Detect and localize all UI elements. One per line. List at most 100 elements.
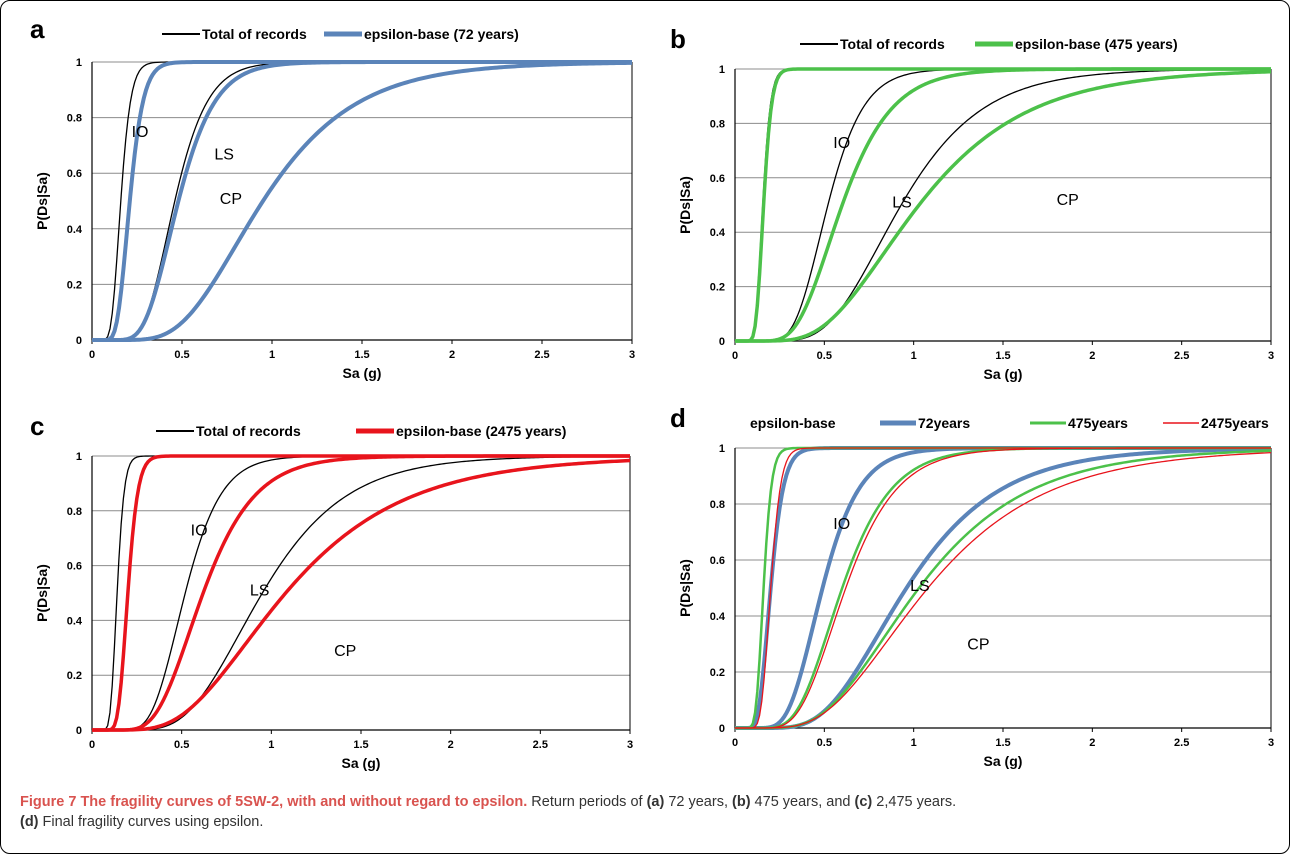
caption-text-5: Final fragility curves using epsilon.	[38, 814, 264, 830]
x-tick-label: 0.5	[174, 349, 189, 361]
fragility-curve	[92, 455, 630, 731]
legend-label: epsilon-base (72 years)	[364, 26, 519, 42]
y-tick-label: 0.6	[710, 555, 725, 567]
fragility-curve	[92, 60, 632, 342]
fragility-curve	[735, 68, 1271, 342]
x-tick-label: 3	[629, 349, 635, 361]
state-annotation: CP	[220, 191, 242, 208]
x-tick-label: 3	[1268, 737, 1274, 749]
fragility-curve	[92, 455, 631, 731]
y-tick-label: 1	[719, 64, 725, 76]
fragility-curve	[92, 60, 633, 342]
y-tick-label: 0.6	[67, 168, 82, 180]
x-tick-label: 1	[911, 737, 917, 749]
y-tick-label: 0.4	[67, 224, 83, 236]
y-tick-label: 0.8	[710, 499, 725, 511]
x-tick-label: 1.5	[995, 737, 1010, 749]
x-tick-label: 2	[448, 739, 454, 751]
state-annotation: IO	[833, 135, 850, 152]
y-tick-label: 0	[719, 336, 725, 348]
x-tick-label: 2.5	[534, 349, 549, 361]
x-tick-label: 0.5	[174, 739, 189, 751]
state-annotation: IO	[833, 516, 850, 533]
caption-ref-a: (a)	[646, 794, 665, 810]
legend-label: Total of records	[840, 36, 945, 52]
x-tick-label: 0.5	[817, 350, 832, 362]
x-tick-label: 1	[269, 349, 275, 361]
x-axis-title: Sa (g)	[343, 365, 382, 381]
y-tick-label: 0	[76, 725, 82, 737]
x-tick-label: 3	[1268, 350, 1274, 362]
x-tick-label: 0	[89, 739, 95, 751]
y-tick-label: 0.2	[67, 670, 82, 682]
legend-title: epsilon-base	[750, 415, 836, 431]
state-annotation: LS	[910, 578, 930, 595]
caption-text-2: 72 years,	[664, 794, 733, 810]
legend-label: 475years	[1068, 415, 1128, 431]
fragility-curve	[92, 454, 630, 732]
caption-label: Figure 7	[20, 794, 77, 810]
legend-label: Total of records	[196, 423, 301, 439]
y-axis-title: P(Ds|Sa)	[677, 176, 693, 234]
fragility-curve	[92, 458, 631, 732]
figure-caption: Figure 7 The fragility curves of 5SW-2, …	[20, 792, 1275, 832]
y-tick-label: 0.6	[710, 173, 725, 185]
y-tick-label: 1	[719, 443, 725, 455]
fragility-curve	[735, 67, 1271, 343]
x-tick-label: 2.5	[1174, 737, 1189, 749]
fragility-curve	[735, 67, 1271, 343]
x-tick-label: 1.5	[354, 349, 369, 361]
caption-title: The fragility curves of 5SW-2, with and …	[80, 794, 528, 810]
fragility-curve	[92, 455, 630, 731]
panel-label: a	[30, 14, 45, 44]
fragility-curve	[735, 68, 1271, 342]
state-annotation: LS	[214, 146, 234, 163]
state-annotation: CP	[334, 643, 356, 660]
fragility-curve	[735, 446, 1272, 730]
fragility-curve	[735, 69, 1272, 343]
panel-label: c	[30, 411, 44, 441]
y-axis-title: P(Ds|Sa)	[677, 559, 693, 617]
x-tick-label: 1	[911, 350, 917, 362]
state-annotation: IO	[191, 522, 208, 539]
panel-label: d	[670, 403, 686, 433]
caption-text-4: 2,475 years.	[872, 794, 957, 810]
x-tick-label: 2.5	[533, 739, 548, 751]
x-tick-label: 1.5	[995, 350, 1010, 362]
x-axis-title: Sa (g)	[984, 366, 1023, 382]
x-tick-label: 2	[1089, 350, 1095, 362]
y-tick-label: 0	[76, 335, 82, 347]
x-tick-label: 1.5	[353, 739, 368, 751]
fragility-curve	[92, 60, 632, 342]
state-annotation: IO	[132, 124, 149, 141]
x-tick-label: 0	[89, 349, 95, 361]
y-tick-label: 1	[76, 451, 82, 463]
y-tick-label: 0.8	[710, 118, 725, 130]
x-axis-title: Sa (g)	[984, 753, 1023, 769]
y-tick-label: 0.8	[67, 506, 82, 518]
chart-panel-b: b 0 0.2 0.4 0.6 0.8 1 0 0.5 1 1.5 2 2.5 3 Sa (g) P(Ds|S…	[670, 24, 1274, 382]
y-tick-label: 0.2	[710, 667, 725, 679]
caption-ref-c: (c)	[854, 794, 873, 810]
state-annotation: LS	[250, 583, 270, 600]
caption-text-1: Return periods of	[527, 794, 647, 810]
caption-ref-d: (d)	[20, 814, 39, 830]
legend-label: epsilon-base (475 years)	[1015, 36, 1178, 52]
legend-label: 72years	[918, 415, 970, 431]
fragility-curve	[92, 61, 632, 341]
x-tick-label: 0.5	[817, 737, 832, 749]
y-tick-label: 0.4	[710, 227, 726, 239]
fragility-curve	[735, 447, 1271, 729]
fragility-curve	[735, 452, 1272, 729]
fragility-curve	[735, 68, 1272, 342]
fragility-curve	[92, 61, 632, 341]
y-axis-title: P(Ds|Sa)	[34, 564, 50, 622]
state-annotation: LS	[892, 195, 912, 212]
legend-label: epsilon-base (2475 years)	[396, 423, 566, 439]
y-tick-label: 0.2	[710, 282, 725, 294]
y-axis-title: P(Ds|Sa)	[34, 172, 50, 230]
panel-label: b	[670, 24, 686, 54]
x-tick-label: 0	[732, 350, 738, 362]
y-tick-label: 0	[719, 723, 725, 735]
y-tick-label: 0.4	[67, 615, 83, 627]
